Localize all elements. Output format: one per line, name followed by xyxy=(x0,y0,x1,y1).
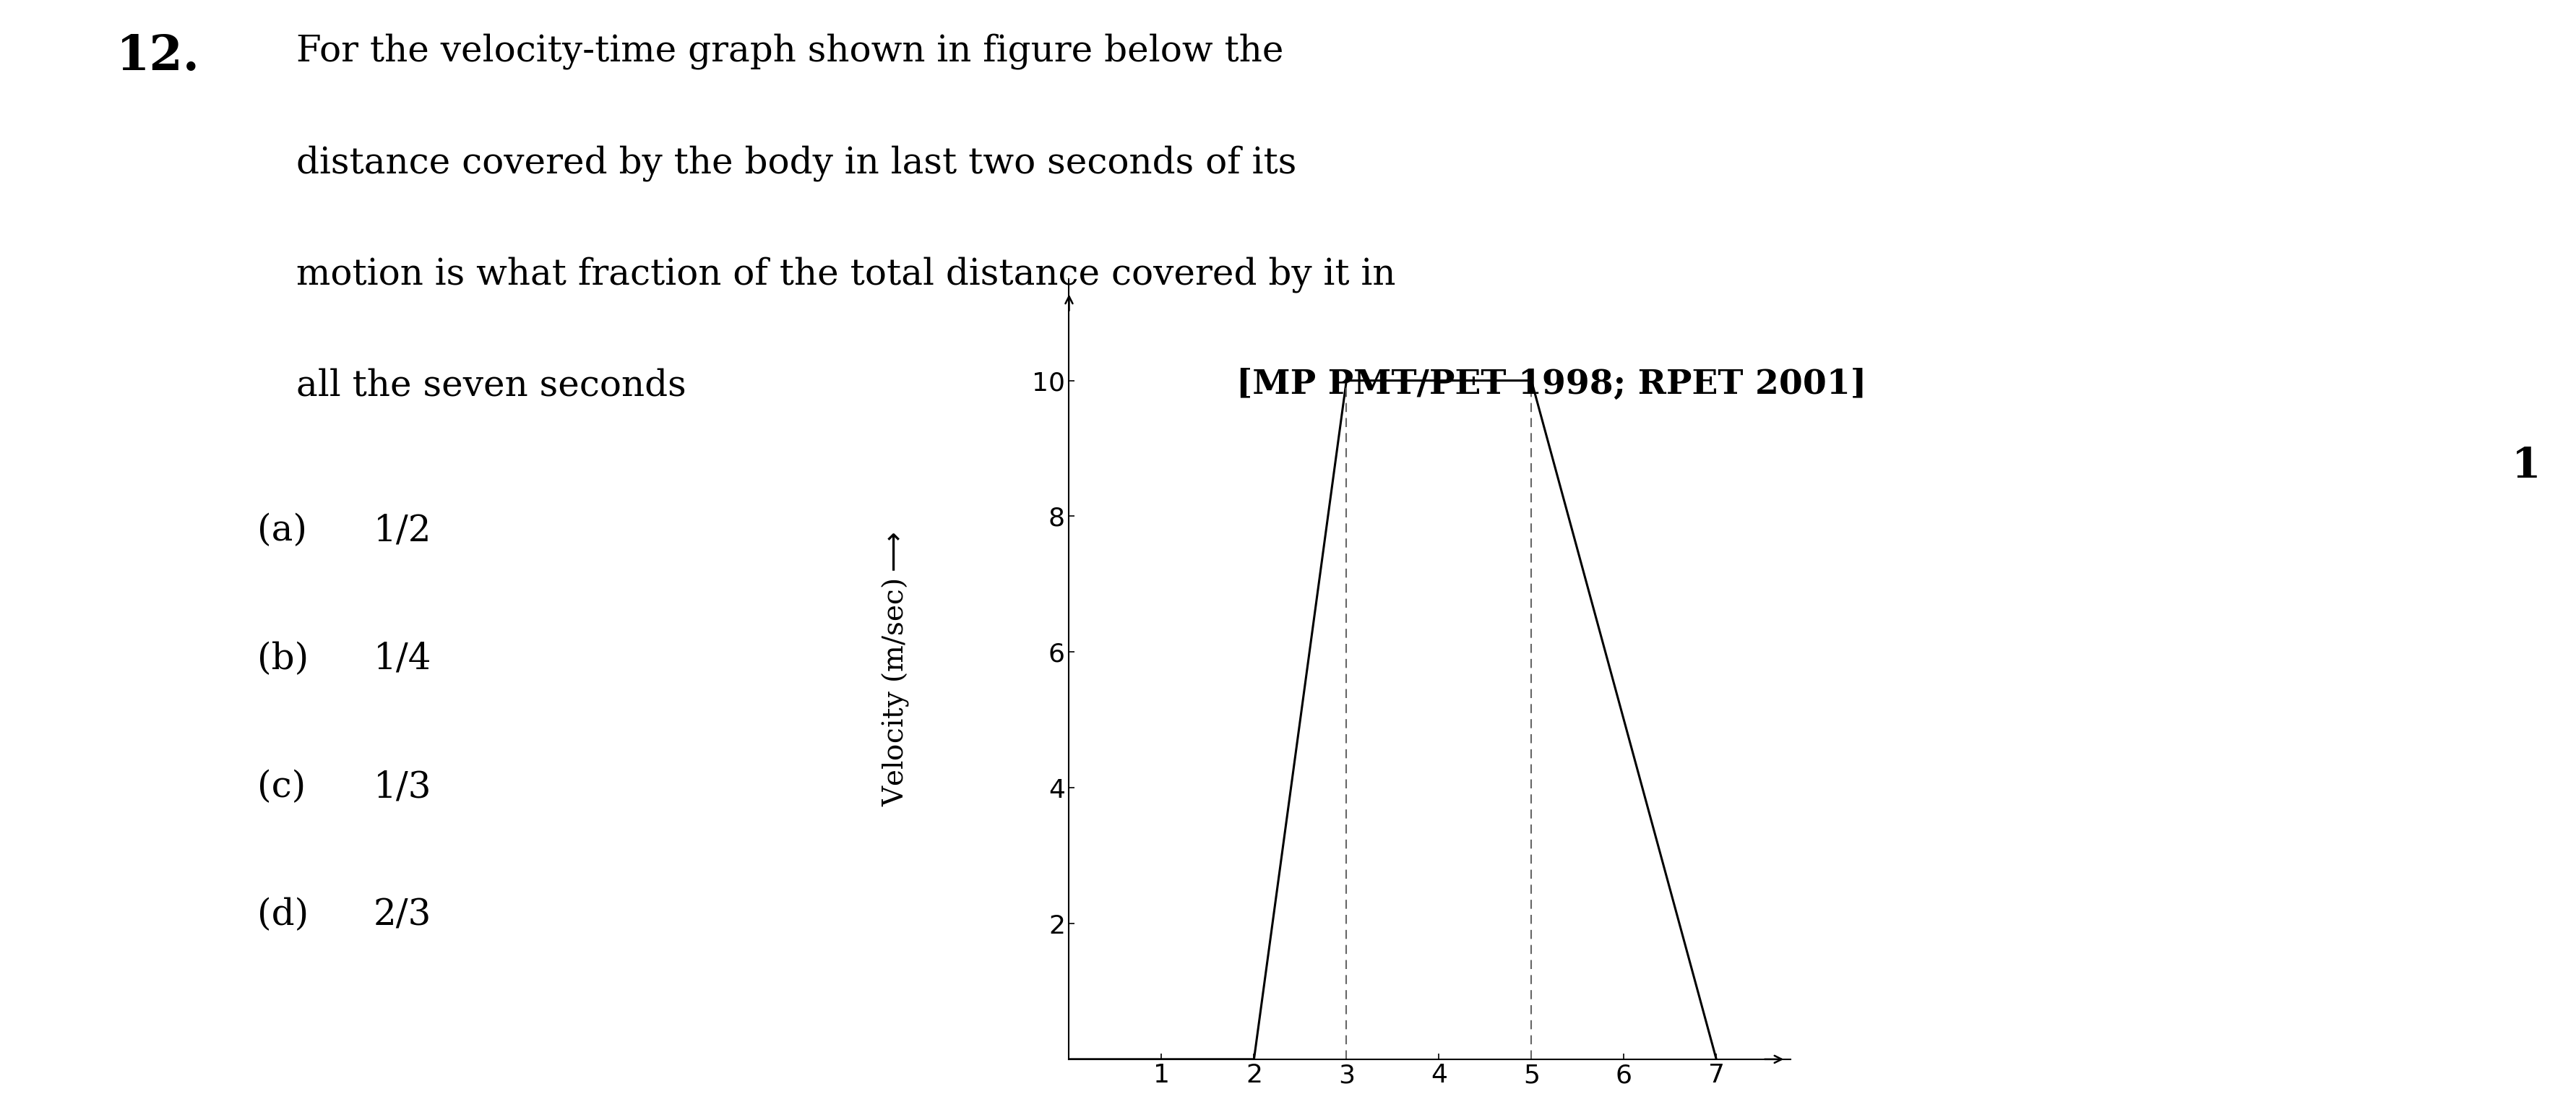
Text: 1/3: 1/3 xyxy=(374,769,433,805)
Text: 1/4: 1/4 xyxy=(374,641,433,677)
Text: 2/3: 2/3 xyxy=(374,898,433,933)
Text: motion is what fraction of the total distance covered by it in: motion is what fraction of the total dis… xyxy=(296,256,1396,292)
Text: (a): (a) xyxy=(258,513,307,549)
Y-axis label: Velocity (m/sec)$\longrightarrow$: Velocity (m/sec)$\longrightarrow$ xyxy=(881,532,909,806)
Text: (d): (d) xyxy=(258,898,309,933)
Text: distance covered by the body in last two seconds of its: distance covered by the body in last two… xyxy=(296,145,1296,181)
Text: 1/2: 1/2 xyxy=(374,513,433,549)
Text: 12.: 12. xyxy=(116,33,201,80)
Text: 1: 1 xyxy=(2512,446,2540,486)
Text: [MP PMT/PET 1998; RPET 2001]: [MP PMT/PET 1998; RPET 2001] xyxy=(1236,368,1868,401)
Text: (b): (b) xyxy=(258,641,309,677)
Text: For the velocity-time graph shown in figure below the: For the velocity-time graph shown in fig… xyxy=(296,33,1283,69)
Text: all the seven seconds: all the seven seconds xyxy=(296,368,685,404)
Text: (c): (c) xyxy=(258,769,307,805)
